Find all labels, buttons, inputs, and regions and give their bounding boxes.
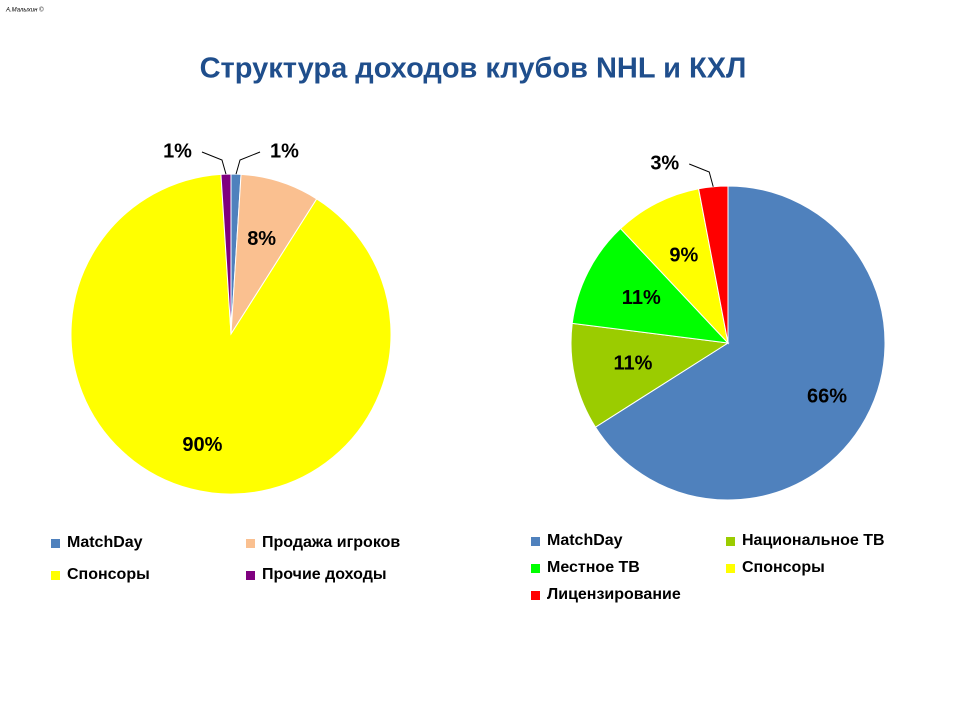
legend-swatch: [531, 564, 540, 573]
legend-label: Местное ТВ: [547, 559, 640, 576]
legend-swatch: [51, 539, 60, 548]
data-label: 90%: [182, 434, 222, 456]
legend-swatch: [246, 539, 255, 548]
pie-slice: [571, 227, 730, 344]
legend-swatch: [51, 571, 60, 580]
pie-slice: [70, 173, 392, 495]
legend-swatch: [726, 564, 735, 573]
legend-label: Прочие доходы: [262, 566, 387, 583]
data-label: 3%: [650, 152, 679, 174]
legend-swatch: [726, 537, 735, 546]
pie-slice: [697, 185, 729, 344]
legend-label: MatchDay: [547, 532, 623, 549]
pie-slice: [220, 173, 232, 335]
data-label: 11%: [622, 287, 661, 309]
legend-label: Продажа игроков: [262, 534, 400, 551]
data-label: 9%: [669, 245, 698, 267]
slide-title: Структура доходов клубов NHL и КХЛ: [200, 53, 747, 85]
legend-swatch: [531, 537, 540, 546]
legend-label: Спонсоры: [67, 566, 150, 583]
data-label: 11%: [614, 353, 653, 375]
legend-label: Национальное ТВ: [742, 532, 885, 549]
leader-line: [235, 151, 261, 175]
data-label: 66%: [807, 386, 847, 408]
legend-label: Лицензирование: [547, 586, 681, 603]
data-label: 1%: [163, 140, 192, 162]
data-label: 1%: [270, 140, 299, 162]
credit: А.Малыхин ©: [5, 7, 44, 14]
legend-label: MatchDay: [67, 534, 143, 551]
legend-label: Спонсоры: [742, 559, 825, 576]
legend-swatch: [246, 571, 255, 580]
pie-slice: [619, 188, 729, 345]
legend-swatch: [531, 591, 540, 600]
pie-slice: [594, 185, 886, 501]
leader-line: [689, 163, 714, 187]
leader-line: [201, 151, 227, 175]
data-label: 8%: [247, 228, 276, 250]
pie-slice: [570, 322, 730, 428]
